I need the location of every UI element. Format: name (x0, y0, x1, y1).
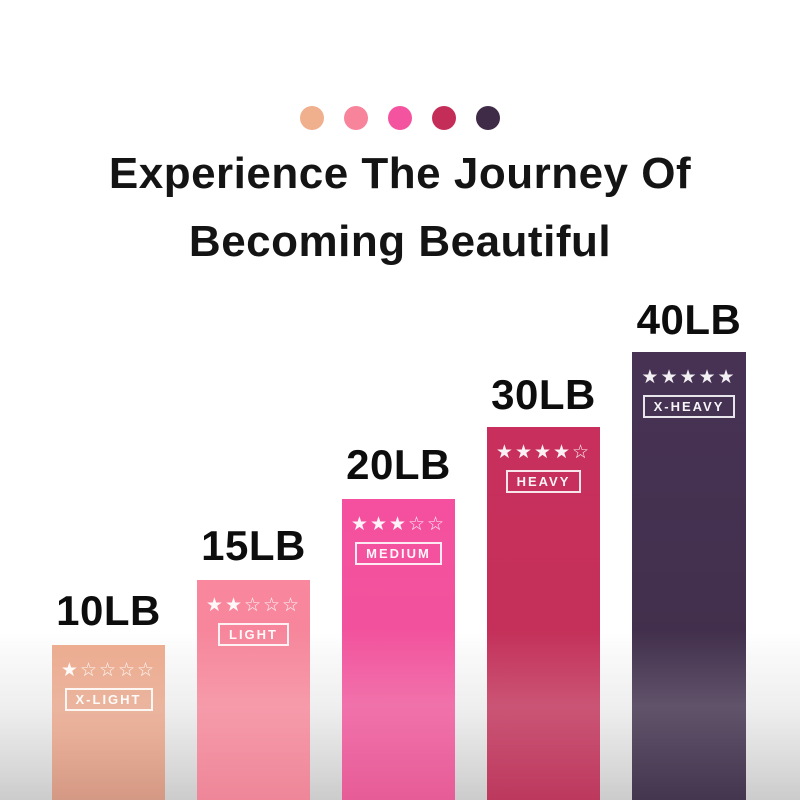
level-label-light: LIGHT (218, 623, 289, 646)
bar-20lb: ★★★☆☆ MEDIUM (342, 499, 455, 800)
bar-value-label-40lb: 40LB (636, 296, 742, 343)
page-title: Experience The Journey Of Becoming Beaut… (0, 140, 800, 276)
star-rating-3-of-5: ★★★☆☆ (350, 513, 447, 535)
star-rating-1-of-5: ★☆☆☆☆ (60, 659, 157, 681)
level-label-heavy: HEAVY (505, 470, 582, 493)
star-rating-2-of-5: ★★☆☆☆ (205, 594, 302, 616)
star-rating-5-of-5: ★★★★★ (641, 366, 737, 388)
bar-value-label-20lb: 20LB (346, 441, 451, 488)
level-label-xlight: X-LIGHT (64, 688, 153, 711)
star-rating-4-of-5: ★★★★☆ (495, 441, 592, 463)
title-line-2: Becoming Beautiful (188, 217, 612, 266)
title-line-1: Experience The Journey Of (108, 149, 692, 198)
palette-dot-xheavy-icon (476, 106, 500, 130)
palette-dots-row (0, 106, 800, 130)
palette-dot-heavy-icon (432, 106, 456, 130)
palette-dot-xlight-icon (300, 106, 324, 130)
bar-value-label-15lb: 15LB (201, 522, 306, 569)
bar-30lb: ★★★★☆ HEAVY (487, 427, 600, 800)
bar-15lb: ★★☆☆☆ LIGHT (197, 580, 310, 800)
bar-10lb: ★☆☆☆☆ X-LIGHT (52, 645, 165, 800)
bar-value-label-30lb: 30LB (491, 371, 596, 418)
palette-dot-light-icon (344, 106, 368, 130)
bar-value-label-10lb: 10LB (56, 587, 161, 634)
bar-40lb: ★★★★★ X-HEAVY (632, 352, 746, 800)
level-label-xheavy: X-HEAVY (642, 395, 736, 418)
palette-dot-medium-icon (388, 106, 412, 130)
level-label-medium: MEDIUM (355, 542, 442, 565)
